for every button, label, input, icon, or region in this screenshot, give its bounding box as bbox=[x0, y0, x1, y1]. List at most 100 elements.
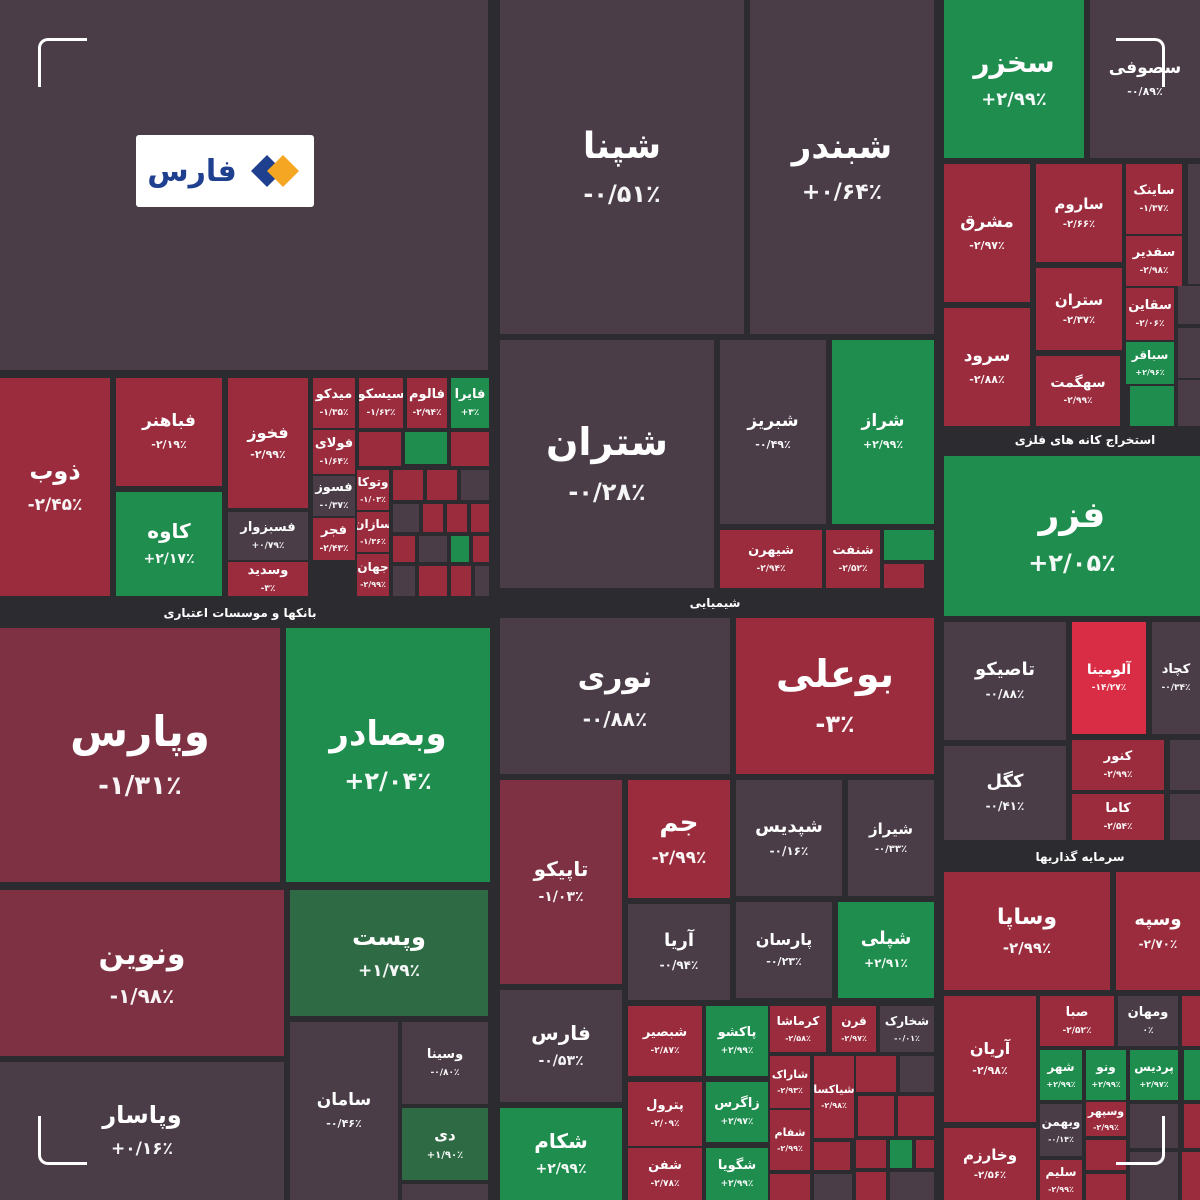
treemap-tile[interactable]: ونو +۲/۹۹٪ bbox=[1086, 1050, 1126, 1100]
treemap-filler-tile bbox=[1178, 286, 1200, 324]
treemap-tile[interactable]: فسوز -۰/۳۷٪ bbox=[313, 476, 355, 516]
treemap-tile[interactable]: شیراز -۰/۳۳٪ bbox=[848, 780, 934, 896]
treemap-tile[interactable]: سقاین -۲/۰۶٪ bbox=[1126, 288, 1174, 340]
treemap-tile[interactable]: فالوم -۲/۹۴٪ bbox=[407, 378, 447, 428]
treemap-tile[interactable]: تاصیکو -۰/۸۸٪ bbox=[944, 622, 1066, 740]
treemap-tile[interactable]: شهر +۲/۹۹٪ bbox=[1040, 1050, 1082, 1100]
treemap-tile[interactable]: قرن -۲/۹۷٪ bbox=[832, 1006, 876, 1052]
treemap-tile[interactable]: بوعلی -۳٪ bbox=[736, 618, 934, 774]
tile-change: +۲/۹۷٪ bbox=[720, 1116, 754, 1127]
treemap-tile[interactable]: دی +۱/۹۰٪ bbox=[402, 1108, 488, 1180]
treemap-tile[interactable]: شتران -۰/۲۸٪ bbox=[500, 340, 714, 588]
treemap-filler-tile bbox=[814, 1142, 850, 1170]
treemap-tile[interactable]: شراز +۲/۹۹٪ bbox=[832, 340, 934, 524]
treemap-tile[interactable]: فخوز -۲/۹۹٪ bbox=[228, 378, 308, 508]
treemap-tile[interactable]: میدکو -۱/۳۵٪ bbox=[313, 378, 355, 428]
treemap-tile[interactable]: سهگمت -۲/۹۹٪ bbox=[1036, 356, 1120, 426]
treemap-tile[interactable]: آریا -۰/۹۴٪ bbox=[628, 904, 730, 1000]
treemap-tile[interactable]: شخارک -۰/۰۱٪ bbox=[880, 1006, 934, 1052]
treemap-tile[interactable]: ستران -۲/۳۷٪ bbox=[1036, 268, 1122, 350]
treemap-tile[interactable]: شگویا +۲/۹۹٪ bbox=[706, 1148, 768, 1200]
treemap-tile[interactable]: ساینک -۱/۳۷٪ bbox=[1126, 164, 1182, 234]
treemap-tile[interactable]: شپلی +۲/۹۱٪ bbox=[838, 902, 934, 998]
treemap-tile[interactable]: فباهنر -۲/۱۹٪ bbox=[116, 378, 222, 486]
treemap-tile[interactable]: سخزر +۲/۹۹٪ bbox=[944, 0, 1084, 158]
treemap-tile[interactable]: پارسان -۰/۲۳٪ bbox=[736, 902, 832, 998]
treemap-tile[interactable]: سباقر +۲/۹۶٪ bbox=[1126, 342, 1174, 384]
tile-change: -۰/۸۹٪ bbox=[1127, 84, 1163, 98]
treemap-tile[interactable]: تاپیکو -۱/۰۳٪ bbox=[500, 780, 622, 984]
treemap-filler-tile bbox=[471, 504, 489, 532]
treemap-tile[interactable]: کگل -۰/۴۱٪ bbox=[944, 746, 1066, 840]
treemap-tile[interactable]: آریان -۲/۹۸٪ bbox=[944, 996, 1036, 1122]
tile-symbol: فولای bbox=[314, 435, 354, 451]
treemap-filler-tile bbox=[900, 1056, 934, 1092]
treemap-tile[interactable]: وسینا -۰/۸۰٪ bbox=[402, 1022, 488, 1104]
treemap-tile[interactable]: ونوین -۱/۹۸٪ bbox=[0, 890, 284, 1056]
treemap-filler-tile bbox=[451, 432, 489, 466]
treemap-tile[interactable]: وسپه -۲/۷۰٪ bbox=[1116, 872, 1200, 990]
treemap-tile[interactable]: پترول -۲/۰۹٪ bbox=[628, 1082, 702, 1146]
treemap-tile[interactable]: ومهان ۰٪ bbox=[1118, 996, 1178, 1046]
treemap-tile[interactable]: سلیم -۲/۹۹٪ bbox=[1040, 1160, 1082, 1200]
treemap-tile[interactable]: فزر +۲/۰۵٪ bbox=[944, 456, 1200, 616]
treemap-tile[interactable]: کرماشا -۲/۵۸٪ bbox=[770, 1006, 826, 1052]
treemap-tile[interactable]: سامان -۰/۴۶٪ bbox=[290, 1022, 398, 1200]
treemap-tile[interactable]: جهان -۲/۹۹٪ bbox=[357, 554, 389, 596]
treemap-tile[interactable]: جم -۲/۹۹٪ bbox=[628, 780, 730, 898]
treemap-tile[interactable]: شکام +۲/۹۹٪ bbox=[500, 1108, 622, 1200]
treemap-tile[interactable]: سفدیر -۲/۹۸٪ bbox=[1126, 236, 1182, 286]
treemap-tile[interactable]: وبصادر +۲/۰۴٪ bbox=[286, 628, 490, 882]
treemap-tile[interactable]: فارس -۰/۵۳٪ bbox=[500, 990, 622, 1102]
treemap-tile[interactable]: فجر -۲/۴۳٪ bbox=[313, 518, 355, 560]
treemap-tile[interactable]: آلومینا -۱۴/۲۷٪ bbox=[1072, 622, 1146, 734]
treemap-tile[interactable]: شفن -۲/۷۸٪ bbox=[628, 1148, 702, 1200]
treemap-tile[interactable]: وتوکا -۱/۰۳٪ bbox=[357, 470, 389, 510]
treemap-tile[interactable]: صبا -۲/۵۲٪ bbox=[1040, 996, 1114, 1046]
treemap-tile[interactable]: ذوب -۲/۴۵٪ bbox=[0, 378, 110, 596]
tile-symbol: تاپیکو bbox=[533, 857, 589, 882]
treemap-tile[interactable]: وپارس -۱/۳۱٪ bbox=[0, 628, 280, 882]
treemap-tile[interactable]: وبهمن -۰/۱۴٪ bbox=[1040, 1104, 1082, 1156]
treemap-tile[interactable]: وساپا -۲/۹۹٪ bbox=[944, 872, 1110, 990]
treemap-tile[interactable]: ساروم -۲/۶۶٪ bbox=[1036, 164, 1122, 262]
treemap-tile[interactable]: سرود -۲/۸۸٪ bbox=[944, 308, 1030, 426]
treemap-tile[interactable]: شنفت -۲/۵۲٪ bbox=[826, 530, 880, 588]
treemap-tile[interactable]: شبصیر -۲/۸۷٪ bbox=[628, 1006, 702, 1076]
treemap-tile[interactable]: کچاد -۰/۳۴٪ bbox=[1152, 622, 1200, 734]
treemap-tile[interactable]: شاراک -۲/۹۳٪ bbox=[770, 1056, 810, 1108]
treemap-tile[interactable]: سیسکو -۱/۶۲٪ bbox=[359, 378, 403, 428]
treemap-tile[interactable]: سازان -۱/۳۶٪ bbox=[357, 512, 389, 552]
treemap-tile[interactable]: شپنا -۰/۵۱٪ bbox=[500, 0, 744, 334]
tile-change: -۲/۰۶٪ bbox=[1135, 318, 1165, 329]
tile-symbol: کگل bbox=[986, 771, 1024, 793]
treemap-tile[interactable]: شیاکسا -۲/۹۸٪ bbox=[814, 1056, 854, 1138]
treemap-tile[interactable]: شبندر +۰/۶۴٪ bbox=[750, 0, 934, 334]
treemap-filler-tile bbox=[884, 564, 924, 588]
treemap-tile[interactable]: کاما -۲/۵۴٪ bbox=[1072, 794, 1164, 840]
treemap-tile[interactable]: فسبزوار +۰/۷۹٪ bbox=[228, 512, 308, 560]
treemap-tile[interactable]: کاوه +۲/۱۷٪ bbox=[116, 492, 222, 596]
treemap-tile[interactable]: زاگرس +۲/۹۷٪ bbox=[706, 1082, 768, 1142]
treemap-tile[interactable]: شبریز -۰/۴۹٪ bbox=[720, 340, 826, 524]
treemap-tile[interactable]: شیهرن -۲/۹۴٪ bbox=[720, 530, 822, 588]
treemap-tile[interactable]: شفام -۲/۹۹٪ bbox=[770, 1110, 810, 1170]
treemap-tile[interactable]: سصوفی -۰/۸۹٪ bbox=[1090, 0, 1200, 158]
treemap-tile[interactable]: پاکشو +۲/۹۹٪ bbox=[706, 1006, 768, 1076]
tile-symbol: فسبزوار bbox=[240, 519, 296, 535]
treemap-tile[interactable]: شپدیس -۰/۱۶٪ bbox=[736, 780, 842, 896]
treemap-tile[interactable]: پردیس +۲/۹۷٪ bbox=[1130, 1050, 1178, 1100]
treemap-tile[interactable]: مشرق -۲/۹۷٪ bbox=[944, 164, 1030, 302]
treemap-tile[interactable]: فولای -۱/۶۴٪ bbox=[313, 430, 355, 474]
treemap-tile[interactable]: نوری -۰/۸۸٪ bbox=[500, 618, 730, 774]
tile-symbol: فایرا bbox=[454, 386, 486, 402]
treemap-tile[interactable]: وخارزم -۲/۵۶٪ bbox=[944, 1128, 1036, 1200]
treemap-tile[interactable]: وسدید -۳٪ bbox=[228, 562, 308, 596]
treemap-tile[interactable]: وسپهر -۲/۹۹٪ bbox=[1086, 1102, 1126, 1136]
treemap-tile[interactable]: وپاسار +۰/۱۶٪ bbox=[0, 1062, 284, 1200]
treemap-tile[interactable]: کنور -۲/۹۹٪ bbox=[1072, 740, 1164, 790]
treemap-tile[interactable]: فایرا +۳٪ bbox=[451, 378, 489, 428]
treemap-tile[interactable]: وپست +۱/۷۹٪ bbox=[290, 890, 488, 1016]
fars-logo-text: فارس bbox=[147, 153, 237, 189]
tile-symbol: کاوه bbox=[147, 519, 191, 544]
